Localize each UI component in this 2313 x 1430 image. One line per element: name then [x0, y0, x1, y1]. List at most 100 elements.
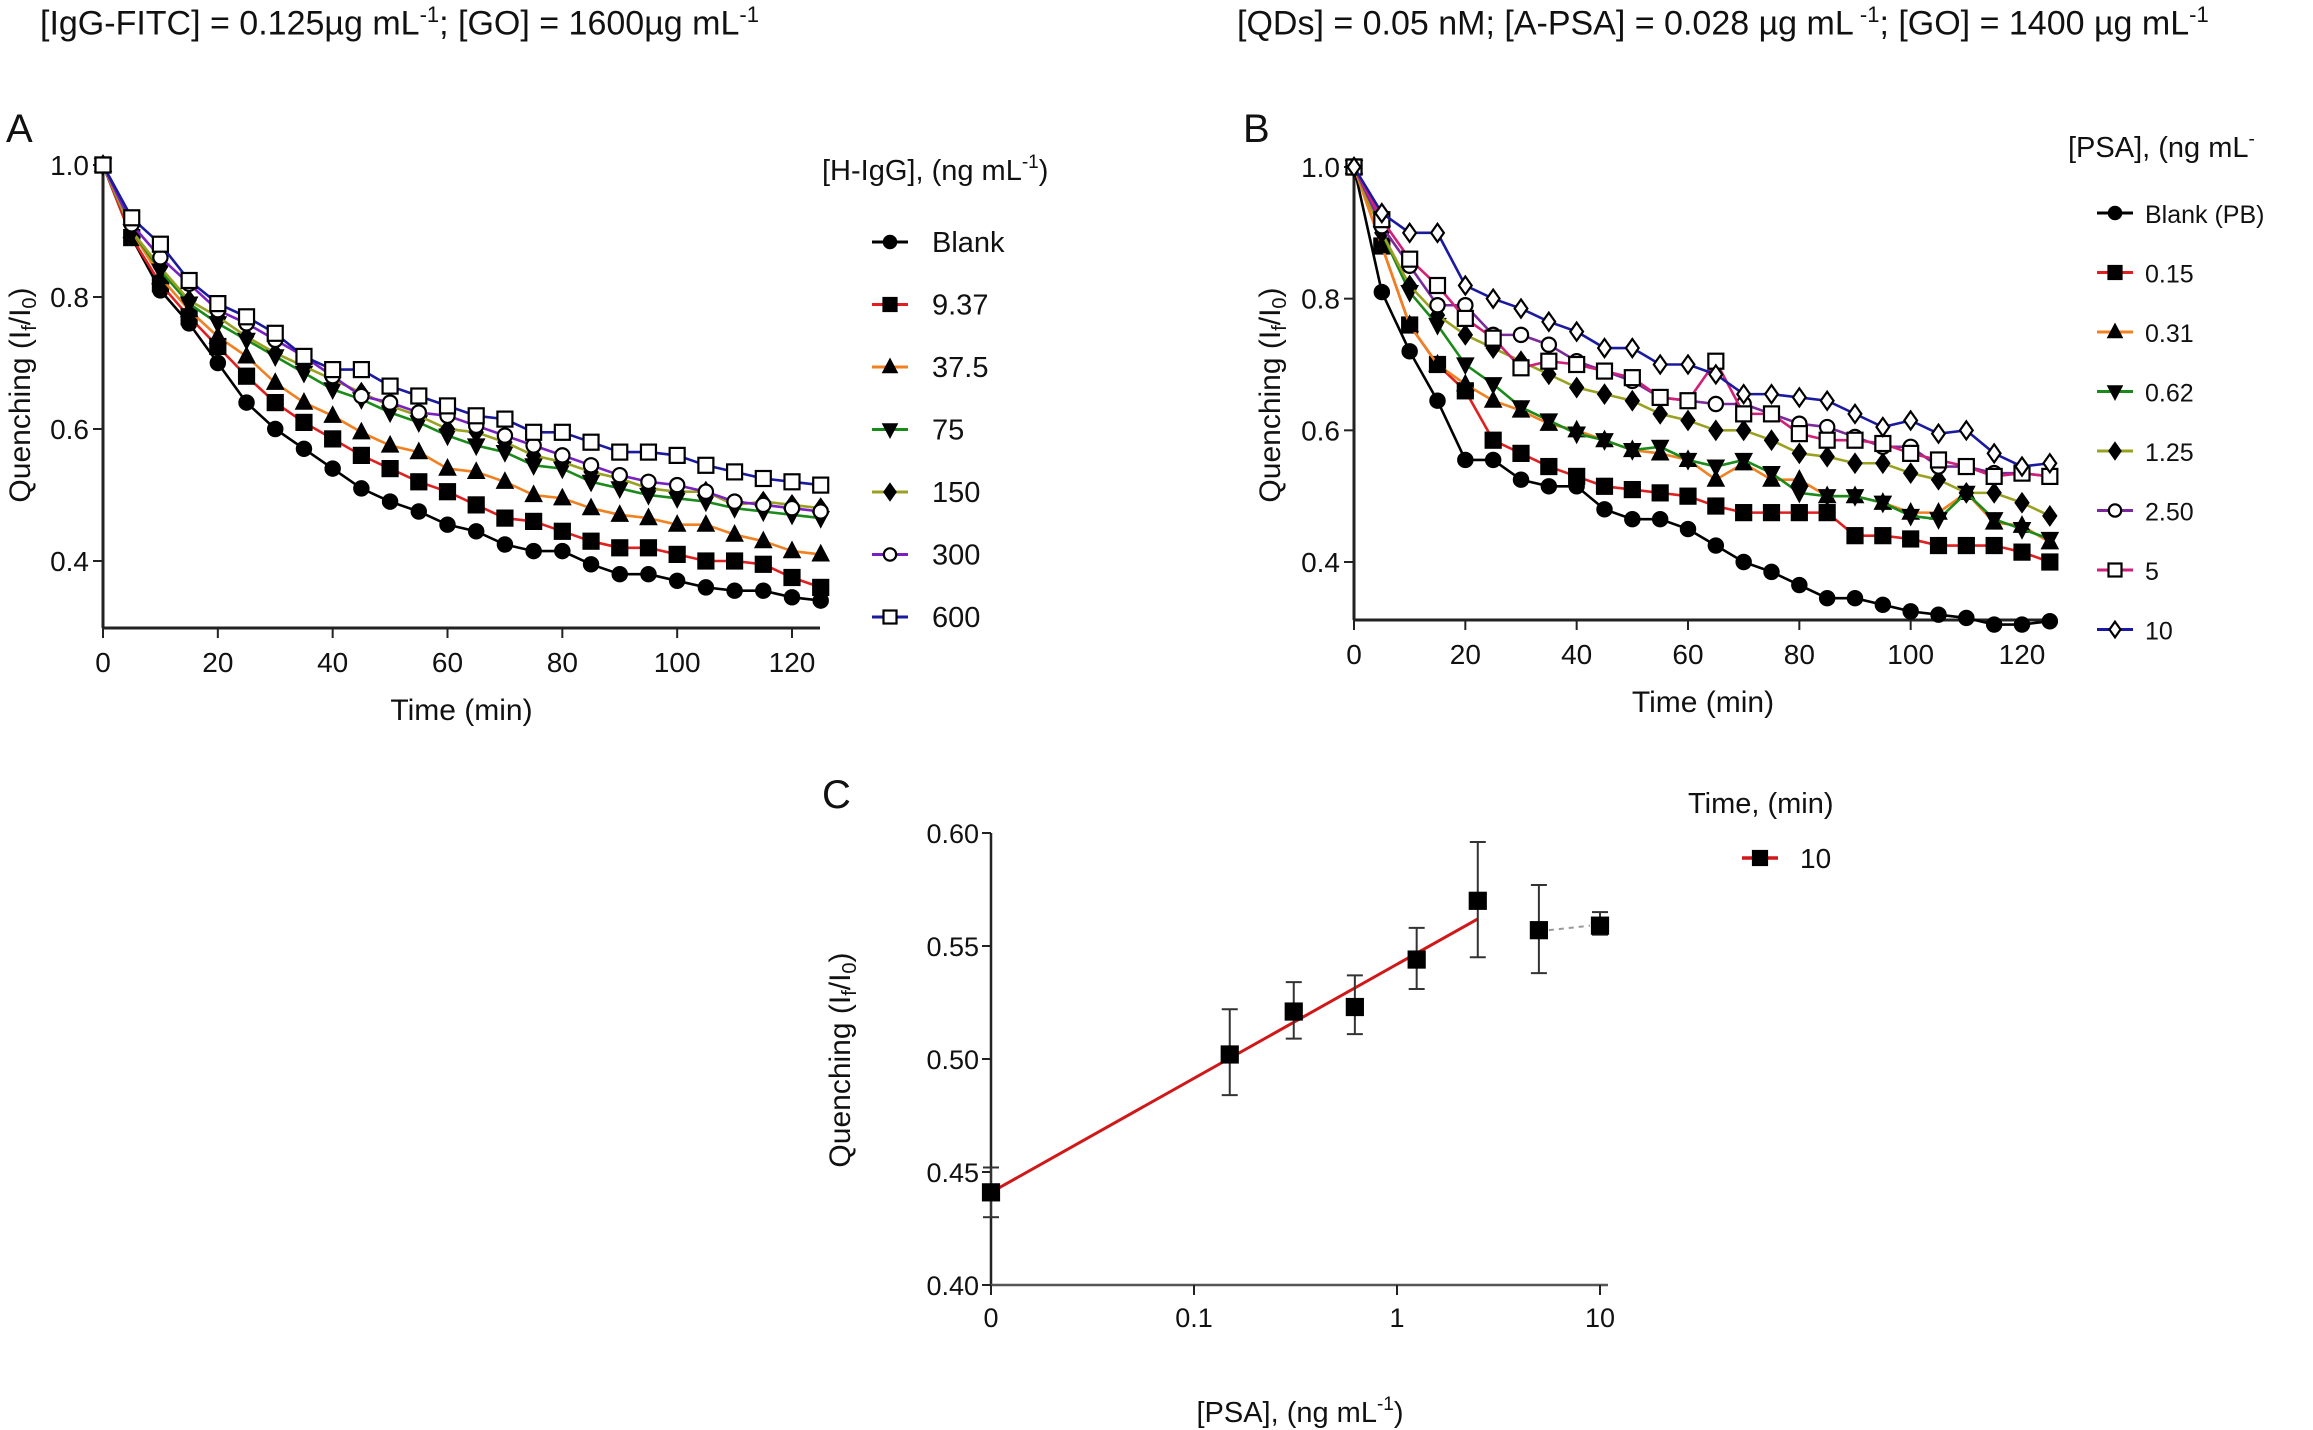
chart-c-xlabel: [PSA], (ng mL-1)	[1196, 1394, 1403, 1429]
chart-b-data-point	[1874, 596, 1892, 614]
chart-b-data-point	[1847, 452, 1863, 475]
condition-right-text2: ; [GO] = 1400 µg mL	[1879, 4, 2190, 43]
chart-b-series-2	[1344, 156, 2060, 550]
chart-b-data-point	[1512, 471, 1530, 488]
chart-a-data-point	[553, 487, 572, 506]
chart-b-data-point	[1986, 481, 2002, 504]
chart-b-xtick-label: 100	[1887, 639, 1934, 670]
chart-a-data-point	[409, 441, 429, 460]
chart-a-legend-label: 9.37	[932, 290, 988, 322]
chart-b-xtick-label: 120	[1999, 639, 2046, 670]
chart-b-data-point	[1680, 353, 1696, 376]
chart-b-data-point	[1456, 373, 1475, 392]
chart-a-data-point	[553, 522, 571, 540]
chart-b-data-point	[1707, 537, 1725, 554]
chart-b-ytick-label: 1.0	[1301, 152, 1340, 183]
chart-b-series-0	[1345, 158, 2059, 633]
chart-a-legend-label: Blank	[932, 227, 1005, 259]
chart-a-data-point	[466, 461, 486, 479]
chart-a-data-point	[725, 463, 744, 481]
chart-b-data-point	[1484, 329, 1502, 347]
chart-c-xtick-label: 0.1	[1175, 1303, 1213, 1333]
chart-a-xtick-label: 100	[654, 647, 701, 678]
chart-a-data-point	[668, 572, 686, 590]
chart-a-data-point	[353, 480, 370, 497]
chart-b-data-point	[1512, 359, 1530, 377]
condition-left-text: [IgG-FITC] = 0.125µg mL	[40, 4, 420, 43]
chart-a-series-line	[101, 164, 821, 602]
chart-a-data-point	[496, 427, 514, 444]
chart-a-data-point	[640, 473, 657, 491]
chart-b-data-point	[1902, 603, 1919, 620]
chart-a-data-point	[410, 473, 428, 491]
chart-a-data-point	[668, 545, 686, 564]
chart-a-data-point	[324, 430, 342, 448]
chart-a-data-point	[811, 543, 831, 562]
chart-a-data-point	[668, 446, 686, 464]
chart-c-xtick-label: 10	[1585, 1303, 1615, 1333]
chart-c-ytick-label: 0.45	[926, 1158, 979, 1188]
chart-a-data-point	[812, 503, 829, 520]
chart-a-data-point	[496, 410, 514, 428]
chart-b-data-point	[1763, 383, 1780, 406]
chart-a-data-point	[611, 539, 629, 557]
panel-label-a: A	[6, 107, 33, 151]
chart-b-data-point	[1372, 235, 1392, 254]
chart-b-series-4	[1346, 156, 2058, 527]
chart-b-data-point	[1846, 431, 1864, 449]
chart-b-data-point	[1513, 297, 1529, 320]
chart-a-legend-marker	[883, 482, 897, 502]
chart-a-data-point	[783, 568, 801, 587]
chart-b-data-point	[1763, 563, 1780, 581]
chart-b-legend-label: 10	[2145, 618, 2173, 646]
chart-a-data-point	[267, 342, 283, 365]
chart-a-data-point	[726, 582, 743, 599]
chart-b-data-point	[1735, 405, 1753, 423]
chart-b-xtick-label: 80	[1784, 639, 1815, 670]
chart-a-data-point	[467, 407, 485, 425]
chart-b-data-point	[1958, 481, 1975, 504]
chart-a-data-point	[352, 361, 370, 379]
chart-a-data-point	[180, 271, 198, 290]
panel-label-c: C	[822, 773, 851, 817]
condition-right: [QDs] = 0.05 nM; [A-PSA] = 0.028 µg mL -…	[1237, 2, 2209, 43]
chart-a-xtick-label: 80	[547, 647, 578, 678]
chart-b-data-point	[1735, 383, 1752, 406]
chart-a-data-point	[295, 413, 313, 431]
chart-a-legend-label: 600	[932, 602, 980, 634]
chart-b-data-point	[1958, 609, 1975, 627]
chart-b-data-point	[1845, 489, 1865, 507]
chart-b-data-point	[1651, 388, 1669, 407]
chart-b-data-point	[2013, 543, 2031, 561]
chart-b-data-point	[2014, 491, 2030, 514]
chart-a-data-point	[610, 504, 630, 522]
chart-a-data-point	[438, 397, 457, 415]
chart-a-data-point	[265, 372, 285, 390]
chart-b-data-point	[1401, 250, 1419, 268]
chart-a-series-0	[94, 156, 829, 609]
chart-a-data-point	[639, 539, 658, 557]
chart-a-data-point	[353, 387, 370, 405]
chart-a-data-point	[554, 447, 571, 464]
chart-a-data-point	[323, 405, 342, 423]
chart-c-data-point	[1590, 916, 1610, 935]
chart-a-data-point	[410, 387, 428, 405]
chart-a-data-point	[467, 496, 485, 514]
chart-a-data-point	[783, 473, 801, 491]
chart-a-data-point	[783, 499, 801, 517]
chart-a-data-point	[410, 503, 428, 520]
chart-b-xtick-label: 60	[1672, 639, 1703, 670]
chart-a-data-point	[582, 532, 600, 550]
chart-b-data-point	[1540, 352, 1558, 370]
chart-a-data-point	[783, 589, 801, 606]
chart-b-data-point	[1930, 422, 1947, 445]
chart-b-xtick-label: 0	[1346, 639, 1362, 670]
chart-b-data-point	[1873, 495, 1893, 514]
chart-b-data-point	[1568, 355, 1586, 374]
chart-a-data-point	[581, 497, 601, 516]
sup: -1	[1853, 2, 1880, 27]
chart-a-legend-marker	[882, 234, 898, 250]
chart-a-legend-label: 300	[932, 540, 980, 572]
chart-a-data-point	[295, 440, 313, 458]
chart-a-data-point	[181, 289, 197, 312]
